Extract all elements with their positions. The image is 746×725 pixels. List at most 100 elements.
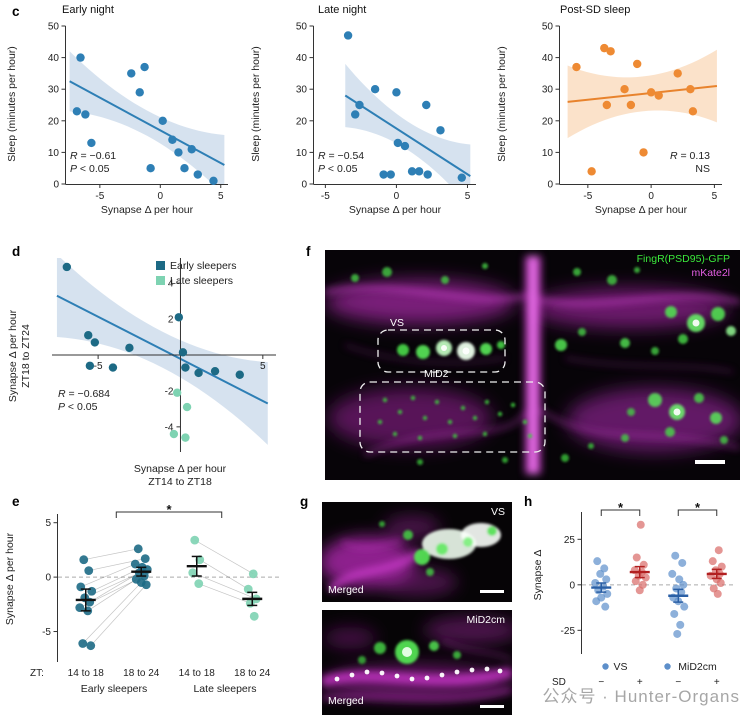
svg-text:18 to 24: 18 to 24 xyxy=(234,668,271,679)
svg-text:5: 5 xyxy=(260,361,266,372)
scale-bar-g2 xyxy=(480,705,504,708)
plot-title-late-night: Late night xyxy=(318,4,367,16)
svg-text:14 to 18: 14 to 18 xyxy=(68,668,105,679)
svg-text:−: − xyxy=(598,677,604,688)
svg-text:-5: -5 xyxy=(94,361,103,372)
svg-text:-5: -5 xyxy=(583,191,592,202)
svg-text:MiD2cm: MiD2cm xyxy=(678,661,717,673)
svg-text:10: 10 xyxy=(542,148,554,159)
g1-region-label: VS xyxy=(490,506,505,518)
svg-text:18 to 24: 18 to 24 xyxy=(123,668,160,679)
svg-text:20: 20 xyxy=(296,116,308,127)
y-axis-label-sleep-3: Sleep (minutes per hour) xyxy=(496,46,508,162)
panel-label-d: d xyxy=(12,244,21,259)
svg-text:10: 10 xyxy=(48,148,60,159)
svg-text:0: 0 xyxy=(394,191,400,202)
svg-text:-5: -5 xyxy=(95,191,104,202)
mid2-region-label: MiD2 xyxy=(424,368,449,380)
early-sleepers-swatch xyxy=(156,261,165,270)
mkate2-label: mKate2l xyxy=(691,267,730,279)
svg-text:+: + xyxy=(637,677,643,688)
legend-sleepers: Early sleepers Late sleepers xyxy=(156,258,237,288)
svg-text:-5: -5 xyxy=(321,191,330,202)
svg-text:20: 20 xyxy=(542,116,554,127)
panel-label-h: h xyxy=(524,494,533,509)
cohort-label-early: Early sleepers xyxy=(80,683,148,695)
svg-text:50: 50 xyxy=(48,22,60,33)
cohort-label-late: Late sleepers xyxy=(193,683,257,695)
svg-text:*: * xyxy=(618,500,624,515)
y-axis-label-d: Synapse Δ per hour ZT18 to ZT24 xyxy=(7,309,32,403)
legend-item-early-sleepers: Early sleepers xyxy=(156,258,237,273)
svg-text:14 to 18: 14 to 18 xyxy=(179,668,216,679)
stats-late-night: R = −0.54 P < 0.05 xyxy=(318,150,365,175)
chart-sleeper-correlation: -5 5 -4 -2 2 4 xyxy=(52,258,276,452)
svg-text:10: 10 xyxy=(296,148,308,159)
svg-text:SD: SD xyxy=(552,677,566,688)
svg-text:0: 0 xyxy=(569,580,575,591)
svg-text:*: * xyxy=(695,500,701,515)
panel-label-e: e xyxy=(12,494,20,509)
scale-bar-f xyxy=(695,460,725,464)
g2-region-label: MiD2cm xyxy=(466,614,506,626)
watermark: 公众号 · Hunter-Organs xyxy=(542,687,740,706)
late-sleepers-swatch xyxy=(156,276,165,285)
svg-text:+: + xyxy=(714,677,720,688)
svg-text:30: 30 xyxy=(296,85,308,96)
svg-text:-2: -2 xyxy=(165,386,174,397)
svg-text:50: 50 xyxy=(296,22,308,33)
svg-text:30: 30 xyxy=(48,85,60,96)
legend-item-late-sleepers: Late sleepers xyxy=(156,273,237,288)
stats-early-night: R = −0.61 P < 0.05 xyxy=(70,150,117,175)
svg-text:0: 0 xyxy=(648,191,654,202)
x-axis-label-c2: Synapse Δ per hour xyxy=(348,204,442,216)
svg-text:-4: -4 xyxy=(165,422,174,433)
svg-text:25: 25 xyxy=(564,535,576,546)
svg-text:30: 30 xyxy=(542,85,554,96)
svg-text:0: 0 xyxy=(45,573,51,584)
svg-text:−: − xyxy=(675,677,681,688)
vs-region-label: VS xyxy=(390,317,405,329)
y-axis-label-e: Synapse Δ per hour xyxy=(4,532,16,626)
fingr-gfp-label: FingR(PSD95)-GFP xyxy=(636,253,730,265)
plot-title-post-sd: Post-SD sleep xyxy=(560,4,631,16)
chart-sd-strip: -25 0 25 * * SD − + − + VS MiD2cm xyxy=(552,500,736,688)
svg-text:50: 50 xyxy=(542,22,554,33)
g1-merged-label: Merged xyxy=(328,584,364,596)
svg-text:-25: -25 xyxy=(561,626,576,637)
y-axis-label-sleep-1: Sleep (minutes per hour) xyxy=(6,46,18,162)
svg-text:4: 4 xyxy=(168,279,174,290)
scale-bar-g1 xyxy=(480,590,504,593)
svg-text:40: 40 xyxy=(296,53,308,64)
svg-text:40: 40 xyxy=(48,53,60,64)
svg-text:0: 0 xyxy=(547,180,553,191)
x-axis-label-d: Synapse Δ per hour ZT14 to ZT18 xyxy=(133,463,227,488)
microscopy-image-f xyxy=(325,250,740,480)
stats-d: R = −0.684 P < 0.05 xyxy=(58,388,110,413)
x-axis-label-c3: Synapse Δ per hour xyxy=(594,204,688,216)
svg-text:40: 40 xyxy=(542,53,554,64)
svg-text:ZT:: ZT: xyxy=(30,668,44,679)
svg-text:-5: -5 xyxy=(42,627,51,638)
plot-title-early-night: Early night xyxy=(62,4,114,16)
panel-label-c: c xyxy=(12,4,20,19)
g2-merged-label: Merged xyxy=(328,695,364,707)
svg-text:5: 5 xyxy=(218,191,224,202)
svg-text:0: 0 xyxy=(158,191,164,202)
svg-text:5: 5 xyxy=(465,191,471,202)
svg-text:0: 0 xyxy=(53,180,59,191)
svg-text:5: 5 xyxy=(45,518,51,529)
svg-text:VS: VS xyxy=(613,661,627,673)
vs-roi-box xyxy=(377,329,506,373)
svg-text:20: 20 xyxy=(48,116,60,127)
svg-text:*: * xyxy=(166,502,172,517)
x-axis-label-c1: Synapse Δ per hour xyxy=(100,204,194,216)
panel-label-f: f xyxy=(306,244,311,259)
y-axis-label-h: Synapse Δ xyxy=(532,549,544,601)
chart-synapse-strip: -5 0 5 * ZT: 14 to 18 18 to 24 14 to 18 18 to 24 xyxy=(30,502,280,679)
mid2-roi-box xyxy=(359,381,546,453)
microscopy-image-g-vs xyxy=(322,502,512,602)
